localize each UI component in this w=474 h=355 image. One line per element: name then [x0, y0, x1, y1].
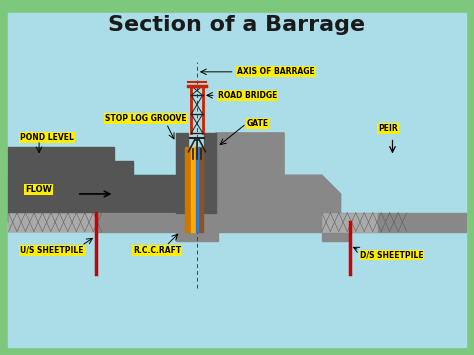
Bar	[176, 133, 188, 213]
Text: PEIR: PEIR	[378, 124, 398, 133]
Polygon shape	[216, 133, 341, 213]
Polygon shape	[96, 213, 181, 231]
Polygon shape	[218, 213, 341, 231]
Polygon shape	[9, 147, 181, 222]
Text: GATE: GATE	[246, 119, 269, 128]
Bar	[191, 147, 196, 231]
Bar	[176, 213, 218, 241]
Polygon shape	[322, 213, 378, 241]
Text: AXIS OF BARRAGE: AXIS OF BARRAGE	[237, 67, 315, 76]
Text: FLOW: FLOW	[25, 185, 52, 194]
Text: STOP LOG GROOVE: STOP LOG GROOVE	[105, 114, 187, 123]
Bar	[196, 147, 198, 231]
Text: Section of a Barrage: Section of a Barrage	[109, 15, 365, 35]
Text: R.C.C.RAFT: R.C.C.RAFT	[133, 246, 182, 255]
Bar	[185, 147, 191, 231]
Text: D/S SHEETPILE: D/S SHEETPILE	[359, 251, 423, 260]
Polygon shape	[378, 213, 465, 231]
Bar	[322, 213, 407, 231]
Text: POND LEVEL: POND LEVEL	[20, 133, 74, 142]
Bar	[204, 133, 216, 213]
Text: U/S SHEETPILE: U/S SHEETPILE	[20, 246, 84, 255]
Bar	[198, 147, 202, 231]
Bar	[9, 213, 96, 231]
Polygon shape	[9, 175, 181, 213]
Text: ROAD BRIDGE: ROAD BRIDGE	[218, 91, 277, 100]
